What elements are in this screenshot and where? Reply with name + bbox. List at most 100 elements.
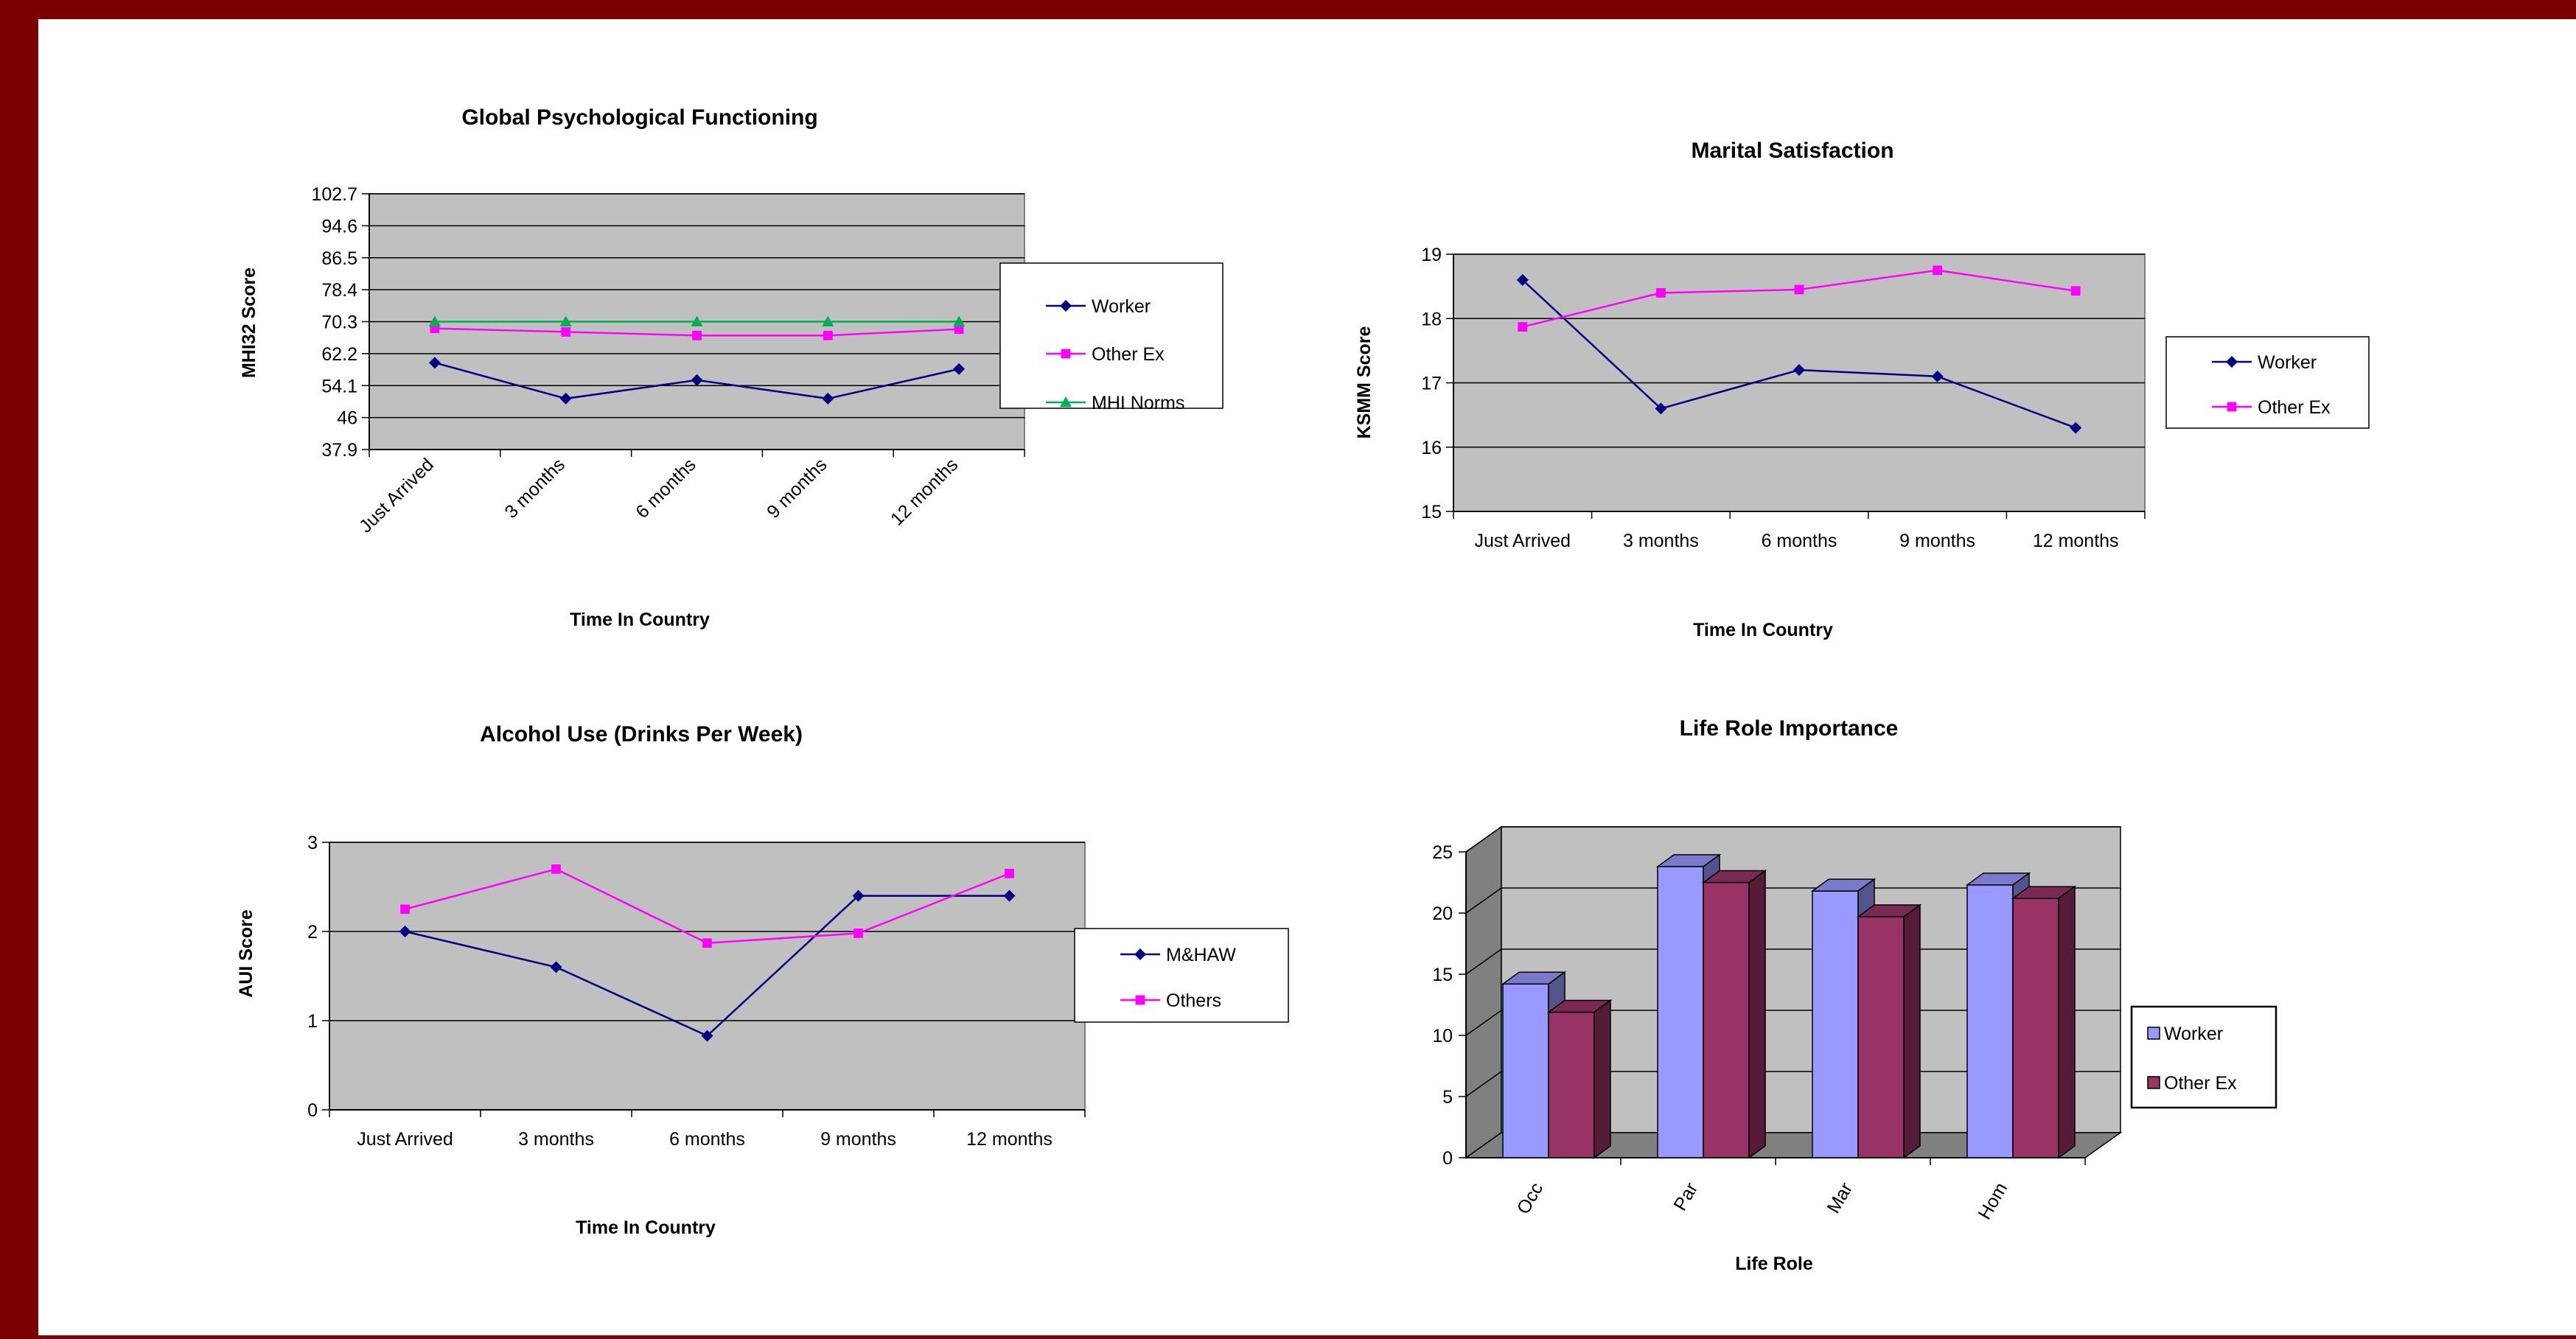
bar	[1966, 884, 2014, 1158]
x-axis-label: Time In Country	[1693, 620, 1833, 640]
chart-3: 0 1 2 3 Just Arrived 3 months 6 months 9 months…	[236, 722, 1289, 1238]
x-tick-label: Just Arrived	[355, 454, 438, 536]
data-point	[823, 330, 833, 340]
y-tick-label: 15	[1421, 502, 1442, 522]
data-point	[550, 961, 562, 973]
bar-side	[2058, 885, 2076, 1159]
data-point	[702, 938, 712, 948]
data-point	[822, 315, 834, 326]
y-tick-label: 15	[1432, 965, 1453, 985]
y-tick-label: 94.6	[321, 216, 357, 237]
legend-label: M&HAW	[1166, 945, 1236, 965]
y-tick-label: 86.5	[321, 248, 357, 269]
gridline	[1465, 887, 1502, 914]
y-tick-label: 17	[1421, 374, 1442, 394]
x-axis-label: Life Role	[1735, 1254, 1813, 1274]
data-point	[428, 315, 441, 326]
data-point	[559, 392, 572, 405]
data-point	[2070, 286, 2081, 296]
y-tick-label: 37.9	[321, 440, 357, 461]
x-tick-label: 9 months	[1899, 531, 1975, 551]
slide: 37.9 46 54.1 62.2 70.3 78.4 86.5 94.6 102.7 Just …	[38, 19, 2576, 1335]
bar	[1703, 881, 1750, 1158]
data-point	[561, 327, 571, 337]
legend-marker	[1134, 948, 1146, 960]
legend-label: Other Ex	[1092, 344, 1165, 365]
data-point	[953, 363, 966, 375]
y-tick-label: 54.1	[321, 376, 357, 396]
chart-1: 37.9 46 54.1 62.2 70.3 78.4 86.5 94.6 102.7 Just …	[239, 105, 1224, 630]
y-tick-label: 0	[1442, 1148, 1453, 1169]
y-tick-label: 20	[1432, 903, 1453, 924]
bar-side	[1748, 870, 1766, 1159]
legend	[2130, 1005, 2277, 1109]
y-tick-label: 2	[307, 922, 318, 943]
y-tick-label: 0	[307, 1100, 318, 1121]
x-tick-label: Par	[1669, 1179, 1702, 1214]
charts-canvas: 37.9 46 54.1 62.2 70.3 78.4 86.5 94.6 102.7 Just …	[236, 105, 2370, 1274]
x-tick-label: Just Arrived	[1474, 531, 1571, 551]
y-tick-label: 25	[1432, 842, 1453, 863]
chart-title: Global Psychological Functioning	[461, 105, 817, 130]
legend-marker	[1061, 349, 1071, 359]
data-point	[1794, 284, 1804, 295]
y-tick-label: 46	[337, 408, 357, 429]
y-tick-label: 102.7	[311, 184, 357, 205]
x-tick-label: 12 months	[966, 1129, 1053, 1150]
x-tick-label: 9 months	[820, 1129, 896, 1150]
x-axis-label: Time In Country	[570, 609, 710, 630]
plot-area	[329, 842, 1086, 1111]
x-tick-label: 9 months	[763, 454, 831, 522]
x-tick-label: 6 months	[669, 1129, 745, 1150]
data-point	[400, 904, 410, 915]
y-tick-label: 5	[1442, 1087, 1453, 1108]
data-point	[691, 374, 703, 386]
y-tick-label: 16	[1421, 438, 1442, 458]
y-tick-label: 78.4	[321, 280, 357, 301]
data-point	[559, 315, 572, 326]
y-axis-label: KSMM Score	[1354, 326, 1375, 439]
bar	[1657, 866, 1704, 1158]
data-point	[1931, 370, 1944, 382]
side-wall	[1465, 825, 1502, 1159]
y-tick-label: 1	[307, 1011, 318, 1032]
y-tick-label: 70.3	[321, 312, 357, 333]
data-point	[399, 926, 411, 937]
legend-label: Other Ex	[2258, 397, 2331, 418]
legend-marker	[2226, 356, 2238, 368]
legend-marker	[1060, 396, 1072, 408]
chart-title: Alcohol Use (Drinks Per Week)	[480, 722, 803, 747]
legend-label: Others	[1166, 990, 1221, 1011]
data-point	[1656, 287, 1666, 298]
data-point	[691, 315, 703, 326]
data-point	[1933, 265, 1942, 276]
legend-label: Worker	[1092, 296, 1151, 317]
data-point	[1516, 273, 1529, 286]
chart-title: Life Role Importance	[1680, 716, 1899, 741]
bar-side	[1594, 999, 1611, 1159]
legend	[1074, 928, 1289, 1023]
bar	[1857, 916, 1905, 1158]
x-tick-label: 12 months	[887, 454, 962, 529]
legend-label: MHI Norms	[1092, 393, 1184, 413]
data-point	[551, 864, 561, 874]
legend-marker	[1135, 995, 1145, 1005]
bar	[2012, 898, 2059, 1158]
x-tick-label: 6 months	[632, 454, 700, 522]
y-axis-label: MHI32 Score	[239, 268, 259, 378]
data-point	[1003, 889, 1016, 902]
data-point	[822, 392, 834, 405]
data-point	[854, 929, 863, 938]
data-point	[1793, 364, 1805, 377]
y-tick-label: 62.2	[321, 344, 357, 365]
legend-swatch	[2147, 1076, 2160, 1089]
data-point	[852, 889, 865, 902]
gridline	[1465, 826, 1502, 853]
legend	[999, 262, 1224, 409]
y-tick-label: 3	[307, 833, 318, 853]
gridline	[1465, 1010, 1502, 1036]
legend-marker	[2227, 402, 2237, 412]
data-point	[953, 315, 966, 326]
x-tick-label: Occ	[1513, 1179, 1547, 1217]
y-tick-label: 18	[1421, 309, 1442, 329]
